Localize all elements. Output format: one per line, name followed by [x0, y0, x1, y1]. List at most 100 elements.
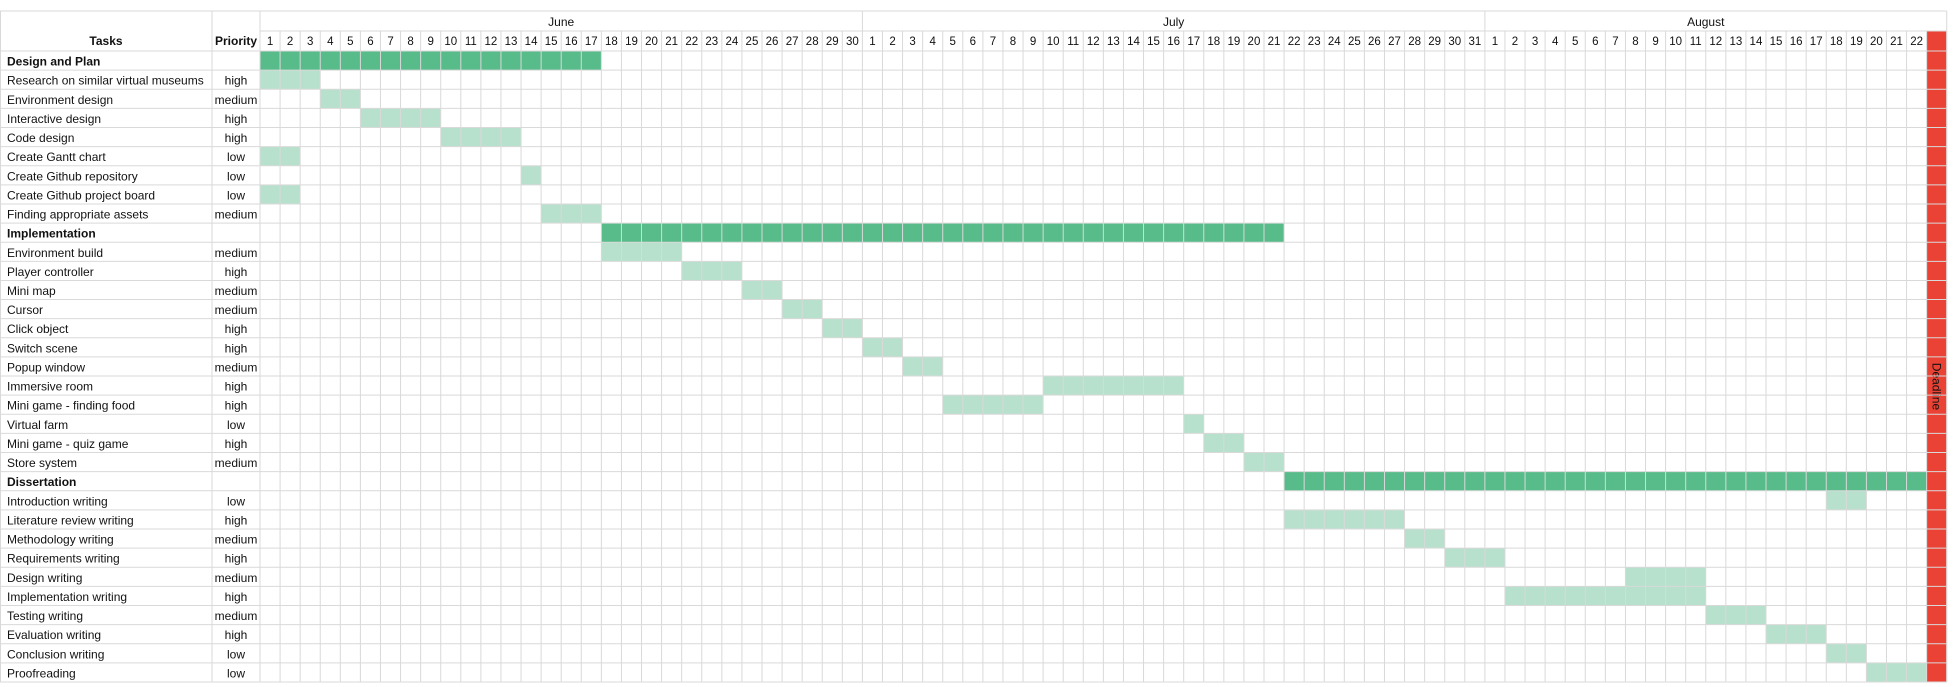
priority-label: high: [225, 322, 248, 336]
day-tick-label: 16: [1790, 36, 1803, 48]
day-tick-label: 12: [1087, 36, 1100, 48]
task-label: Environment build: [7, 246, 103, 260]
task-label: Player controller: [7, 265, 94, 279]
task-label: Mini game - quiz game: [7, 437, 129, 451]
priority-label: low: [227, 169, 245, 183]
group-bar: [260, 51, 602, 71]
day-tick-label: 8: [1010, 36, 1016, 48]
priority-label: low: [227, 647, 245, 661]
day-tick-label: 1: [267, 36, 273, 48]
day-tick-label: 19: [625, 36, 638, 48]
day-tick-label: 4: [1552, 36, 1559, 48]
day-tick-label: 10: [444, 36, 457, 48]
day-tick-label: 9: [1652, 36, 1658, 48]
day-tick-label: 20: [1248, 36, 1261, 48]
priority-label: high: [225, 399, 248, 413]
day-tick-label: 16: [1167, 36, 1180, 48]
day-tick-label: 21: [665, 36, 678, 48]
day-tick-label: 23: [1308, 36, 1321, 48]
day-tick-label: 17: [1810, 36, 1823, 48]
task-label: Immersive room: [7, 380, 93, 394]
day-tick-label: 17: [1187, 36, 1200, 48]
task-label: Literature review writing: [7, 513, 134, 527]
task-label: Popup window: [7, 360, 85, 374]
group-label: Implementation: [7, 227, 96, 241]
day-tick-label: 3: [1532, 36, 1538, 48]
day-tick-label: 14: [525, 36, 538, 48]
task-label: Interactive design: [7, 112, 101, 126]
task-label: Switch scene: [7, 341, 78, 355]
priority-label: high: [225, 131, 248, 145]
priority-label: high: [225, 628, 248, 642]
day-tick-label: 28: [806, 36, 819, 48]
day-tick-label: 25: [746, 36, 759, 48]
day-tick-label: 1: [869, 36, 875, 48]
task-label: Cursor: [7, 303, 43, 317]
task-label: Design writing: [7, 571, 82, 585]
priority-header: Priority: [215, 34, 257, 48]
day-tick-label: 4: [929, 36, 936, 48]
task-label: Methodology writing: [7, 533, 114, 547]
day-tick-label: 17: [585, 36, 598, 48]
day-tick-label: 26: [766, 36, 779, 48]
day-tick-label: 11: [465, 36, 477, 48]
month-label: August: [1687, 15, 1725, 29]
priority-label: high: [225, 552, 248, 566]
priority-label: high: [225, 341, 248, 355]
priority-label: low: [227, 418, 245, 432]
day-tick-label: 30: [1448, 36, 1461, 48]
priority-label: high: [225, 380, 248, 394]
day-tick-label: 21: [1268, 36, 1281, 48]
day-tick-label: 27: [786, 36, 799, 48]
task-label: Requirements writing: [7, 552, 120, 566]
task-bar: [1043, 376, 1184, 396]
month-label: June: [548, 15, 574, 29]
day-tick-label: 29: [1428, 36, 1441, 48]
day-tick-label: 14: [1750, 36, 1763, 48]
deadline-label: Deadline: [1930, 363, 1944, 411]
day-tick-label: 19: [1227, 36, 1240, 48]
day-tick-label: 2: [1512, 36, 1518, 48]
task-bar: [541, 203, 602, 224]
day-tick-label: 25: [1348, 36, 1361, 48]
priority-label: high: [225, 513, 248, 527]
day-tick-label: 26: [1368, 36, 1381, 48]
day-tick-label: 15: [545, 36, 558, 48]
task-label: Create Github repository: [7, 169, 138, 183]
day-tick-label: 7: [387, 36, 393, 48]
day-tick-label: 10: [1047, 36, 1060, 48]
day-tick-label: 28: [1408, 36, 1421, 48]
day-tick-label: 22: [1288, 36, 1301, 48]
priority-label: low: [227, 494, 245, 508]
day-tick-label: 3: [909, 36, 915, 48]
day-tick-label: 6: [1592, 36, 1598, 48]
day-tick-label: 16: [565, 36, 578, 48]
task-bar: [1705, 605, 1766, 625]
priority-label: high: [225, 265, 248, 279]
task-bar: [521, 165, 542, 185]
task-label: Create Gantt chart: [7, 150, 106, 164]
day-tick-label: 23: [705, 36, 718, 48]
priority-label: medium: [215, 93, 258, 107]
task-label: Mini game - finding food: [7, 399, 135, 413]
priority-label: high: [225, 74, 248, 88]
day-tick-label: 13: [505, 36, 518, 48]
task-label: Implementation writing: [7, 590, 127, 604]
priority-label: medium: [215, 360, 258, 374]
day-tick-label: 20: [645, 36, 658, 48]
day-tick-label: 12: [1709, 36, 1722, 48]
priority-label: medium: [215, 456, 258, 470]
day-tick-label: 4: [327, 36, 334, 48]
day-tick-label: 22: [1910, 36, 1923, 48]
day-tick-label: 1: [1492, 36, 1498, 48]
day-tick-label: 14: [1127, 36, 1140, 48]
task-label: Finding appropriate assets: [7, 208, 148, 222]
task-label: Research on similar virtual museums: [7, 74, 204, 88]
day-tick-label: 12: [485, 36, 498, 48]
task-bar: [1444, 548, 1505, 568]
day-tick-label: 30: [846, 36, 859, 48]
day-tick-label: 19: [1850, 36, 1863, 48]
group-label: Design and Plan: [7, 55, 100, 69]
task-label: Environment design: [7, 93, 113, 107]
